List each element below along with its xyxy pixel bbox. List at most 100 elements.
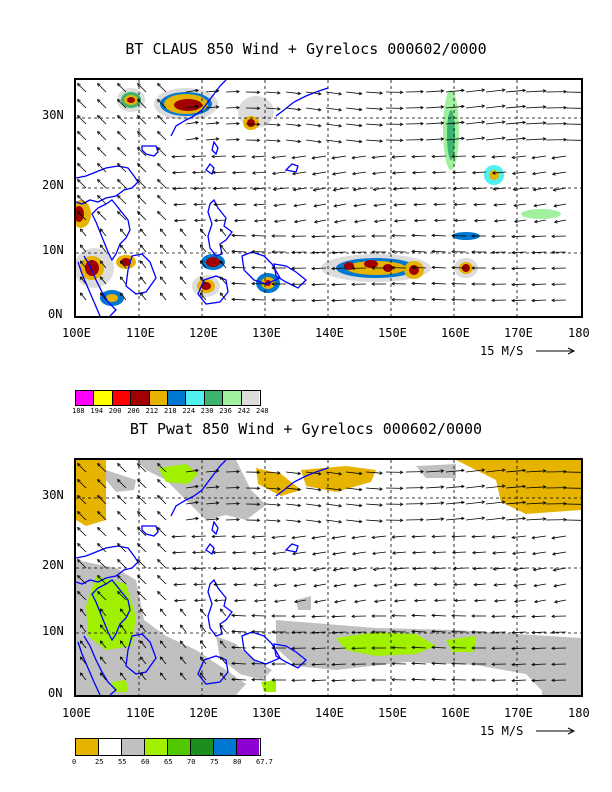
wind-vector-head: [199, 672, 204, 677]
wind-vector-head: [501, 136, 506, 141]
wind-vector-head: [451, 645, 455, 650]
wind-vector-head: [97, 195, 101, 199]
wind-vector-head: [77, 83, 81, 87]
wind-vector-head: [491, 551, 496, 555]
lon-label: 180: [568, 706, 590, 720]
wind-vector-head: [420, 89, 424, 94]
wind-vector: [365, 107, 383, 110]
wind-vector-head: [159, 260, 164, 265]
wind-vector-head: [491, 266, 495, 271]
wind-vector: [425, 138, 444, 141]
wind-vector-head: [551, 266, 555, 271]
colorbar-swatch: [204, 391, 224, 405]
wind-vector-head: [77, 163, 81, 167]
wind-vector: [120, 656, 127, 665]
wind-vector: [531, 235, 547, 238]
wind-vector-head: [338, 503, 343, 508]
wind-vector: [192, 535, 207, 537]
wind-vector-head: [117, 99, 121, 103]
wind-vector-head: [513, 599, 518, 604]
wind-vector-head: [211, 170, 216, 175]
wind-vector: [465, 485, 485, 489]
wind-vector-head: [137, 479, 141, 483]
wind-vector-head: [331, 614, 335, 619]
wind-vector: [511, 283, 527, 286]
wind-vector-head: [157, 83, 161, 87]
wind-vector: [137, 163, 147, 173]
wind-scale-arrow-icon: [536, 727, 576, 735]
wind-vector: [137, 527, 147, 537]
wind-vector: [331, 663, 347, 666]
wind-vector: [77, 115, 87, 125]
wind-vector-head: [256, 106, 261, 111]
wind-vector-head: [379, 139, 384, 143]
wind-vector: [194, 203, 207, 205]
wind-vector: [365, 503, 383, 506]
wind-vector: [274, 203, 287, 206]
wind-vector-head: [256, 122, 261, 127]
wind-vector: [514, 219, 527, 222]
wind-vector: [140, 292, 147, 301]
wind-vector-head: [553, 583, 558, 588]
wind-vector-head: [231, 661, 235, 666]
wind-vector-head: [491, 298, 495, 303]
wind-vector-head: [534, 599, 538, 604]
wind-vector: [311, 267, 327, 270]
wind-vector-head: [542, 501, 547, 505]
lat-label-0n: 0N: [48, 686, 63, 700]
wind-vector: [194, 599, 207, 601]
wind-vector-head: [491, 171, 496, 175]
wind-vector: [192, 551, 207, 553]
wind-vector-head: [179, 276, 184, 281]
wind-vector-head: [311, 234, 315, 239]
wind-vector: [265, 91, 281, 94]
wind-vector-head: [77, 211, 81, 215]
wind-vector: [205, 502, 219, 505]
wind-vector: [77, 495, 87, 505]
wind-vector-head: [473, 598, 478, 603]
wind-vector-head: [471, 550, 476, 555]
wind-vector-head: [391, 233, 395, 238]
wind-vector: [117, 99, 127, 109]
wind-vector: [272, 171, 287, 174]
wind-vector: [452, 535, 467, 537]
wind-vector-head: [233, 202, 237, 207]
wind-vector: [120, 672, 127, 681]
wind-vector: [100, 260, 107, 269]
wind-vector: [231, 250, 247, 253]
wind-vector-head: [77, 115, 81, 119]
wind-vector-head: [313, 599, 318, 604]
wind-vector: [200, 624, 207, 633]
wind-vector-head: [292, 187, 297, 192]
wind-vector: [325, 487, 342, 491]
wind-vector-head: [236, 89, 240, 94]
wind-vector-head: [522, 516, 527, 521]
wind-vector: [80, 292, 87, 301]
wind-vector-head: [119, 276, 124, 281]
wind-vector-head: [358, 519, 363, 524]
wind-vector: [77, 147, 87, 157]
wind-vector-head: [440, 89, 445, 93]
wind-vector-head: [171, 550, 176, 555]
graticule: [76, 80, 581, 316]
wind-vector-head: [411, 645, 415, 650]
wind-vector-head: [481, 468, 486, 473]
wind-vector-head: [311, 282, 315, 287]
wind-vector: [234, 219, 247, 222]
wind-vector: [157, 179, 167, 189]
wind-vector: [77, 543, 87, 553]
wind-vector-head: [440, 501, 445, 505]
wind-vector: [157, 83, 167, 93]
wind-vector: [160, 244, 167, 253]
wind-vector: [100, 228, 107, 237]
wind-vector-head: [379, 471, 384, 475]
lon-label: 120E: [189, 326, 218, 340]
wind-vector: [174, 219, 187, 222]
colorbar-label: 67.7: [256, 758, 273, 766]
wind-vector-head: [411, 297, 415, 302]
wind-vector-head: [491, 282, 495, 287]
wind-vector: [485, 501, 505, 505]
wind-vector: [511, 251, 527, 254]
wind-vector: [354, 583, 367, 587]
wind-vector-head: [117, 195, 121, 199]
